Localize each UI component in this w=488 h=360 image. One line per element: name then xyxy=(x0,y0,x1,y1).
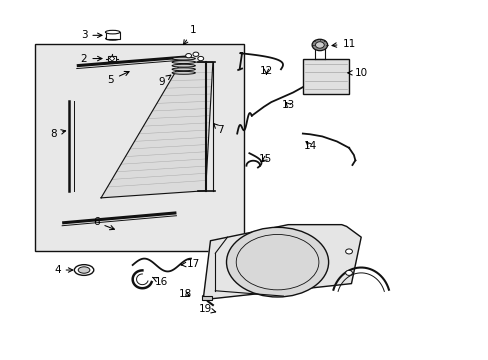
Text: 16: 16 xyxy=(152,277,168,287)
Text: 8: 8 xyxy=(50,129,65,139)
Text: 15: 15 xyxy=(258,154,271,163)
Ellipse shape xyxy=(105,37,120,40)
Ellipse shape xyxy=(172,61,195,64)
Circle shape xyxy=(198,57,203,61)
Text: 5: 5 xyxy=(107,71,129,85)
Ellipse shape xyxy=(226,227,328,297)
Circle shape xyxy=(193,52,199,57)
Circle shape xyxy=(345,249,352,254)
Text: 19: 19 xyxy=(199,304,215,314)
Ellipse shape xyxy=(172,64,195,67)
Circle shape xyxy=(185,54,191,58)
Ellipse shape xyxy=(105,30,120,34)
Text: 14: 14 xyxy=(303,141,316,151)
Text: 10: 10 xyxy=(347,68,367,78)
Ellipse shape xyxy=(74,265,94,275)
Polygon shape xyxy=(101,62,212,198)
Text: 11: 11 xyxy=(331,39,355,49)
Text: 4: 4 xyxy=(54,265,73,275)
Text: 1: 1 xyxy=(183,25,196,45)
Bar xyxy=(106,32,119,39)
Ellipse shape xyxy=(78,267,90,273)
Polygon shape xyxy=(203,225,361,300)
Text: 6: 6 xyxy=(93,217,114,230)
Text: 12: 12 xyxy=(259,66,272,76)
Bar xyxy=(35,44,244,251)
Text: 9: 9 xyxy=(158,75,170,87)
Bar xyxy=(108,56,116,61)
Ellipse shape xyxy=(172,71,195,74)
Text: 7: 7 xyxy=(213,123,223,135)
Text: 17: 17 xyxy=(181,259,200,269)
Ellipse shape xyxy=(172,57,195,60)
Text: 13: 13 xyxy=(281,100,294,110)
Ellipse shape xyxy=(172,68,195,71)
Circle shape xyxy=(311,39,327,51)
Circle shape xyxy=(345,270,352,275)
Bar xyxy=(302,59,348,94)
Text: 3: 3 xyxy=(81,30,102,40)
Circle shape xyxy=(315,42,324,48)
Text: 2: 2 xyxy=(81,54,102,64)
Text: 18: 18 xyxy=(178,289,191,299)
Bar xyxy=(201,296,212,300)
